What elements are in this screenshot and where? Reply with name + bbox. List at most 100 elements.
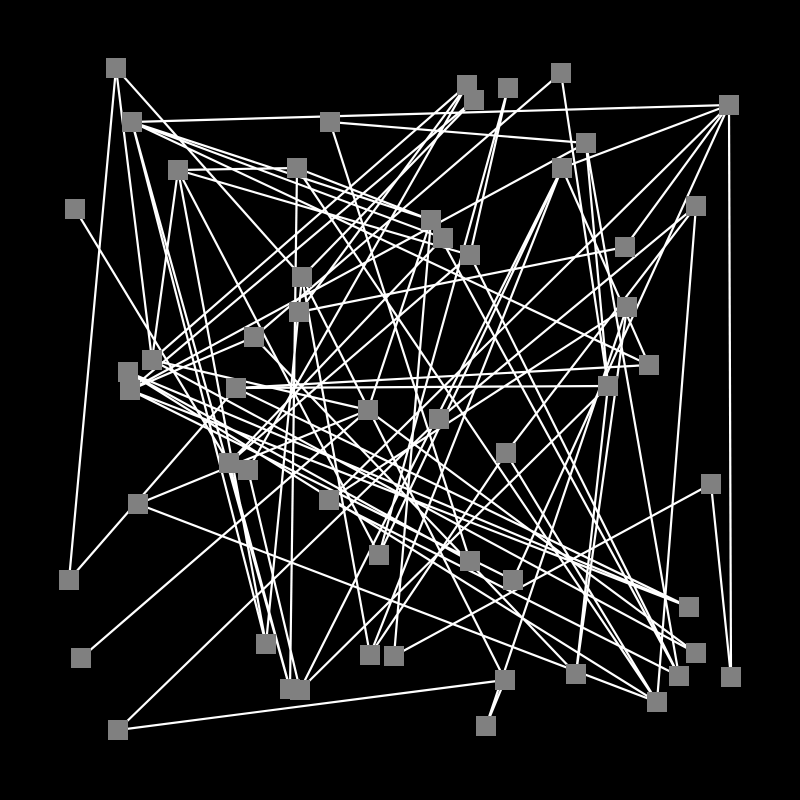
graph-node — [65, 199, 85, 219]
graph-node — [617, 297, 637, 317]
graph-node — [566, 664, 586, 684]
graph-node — [429, 409, 449, 429]
graph-node — [226, 378, 246, 398]
graph-edge — [130, 121, 268, 645]
graph-node — [503, 570, 523, 590]
graph-edge — [151, 84, 468, 361]
graph-node — [552, 158, 572, 178]
graph-edge — [367, 409, 697, 654]
graph-node — [120, 380, 140, 400]
graph-edge — [246, 469, 302, 691]
graph-edge — [393, 483, 712, 657]
graph-node — [219, 453, 239, 473]
graph-edge — [574, 306, 629, 675]
graph-edge — [235, 387, 690, 608]
graph-edge — [228, 237, 444, 464]
graph-node — [319, 490, 339, 510]
graph-edge — [235, 384, 609, 390]
graph-node — [369, 545, 389, 565]
graph-node — [679, 597, 699, 617]
graph-edge — [129, 99, 475, 391]
graph-node — [287, 158, 307, 178]
graph-edge — [115, 67, 303, 278]
graph-edge — [67, 67, 118, 581]
graph-node — [476, 716, 496, 736]
graph-node — [244, 327, 264, 347]
graph-edge — [117, 678, 506, 732]
graph-node — [719, 95, 739, 115]
graph-edge — [709, 483, 733, 678]
graph-edge — [176, 169, 268, 645]
graph-edge — [505, 205, 697, 454]
graph-node — [290, 680, 310, 700]
graph-edge — [114, 67, 154, 361]
graph-edge — [296, 167, 658, 703]
graph-edge — [129, 142, 587, 391]
graph-edge — [228, 254, 471, 464]
graph-edge — [150, 169, 180, 361]
graph-node — [721, 667, 741, 687]
graph-node — [128, 494, 148, 514]
graph-edge — [127, 371, 658, 703]
graph-node — [576, 133, 596, 153]
graph-node — [495, 670, 515, 690]
graph-edge — [131, 120, 432, 222]
graph-edge — [80, 409, 369, 659]
graph-edge — [151, 358, 369, 412]
graph-edge — [264, 276, 304, 645]
graph-node — [384, 646, 404, 666]
graph-node — [496, 443, 516, 463]
graph-edge — [561, 103, 730, 170]
graph-edge — [129, 389, 514, 581]
graph-edge — [235, 363, 650, 390]
graph-edge — [127, 370, 690, 609]
graph-edge — [227, 462, 292, 690]
graph-edge — [117, 418, 440, 731]
graph-node — [59, 570, 79, 590]
graph-edge — [328, 104, 730, 501]
graph-edge — [300, 276, 372, 656]
graph-node — [551, 63, 571, 83]
graph-edge — [329, 120, 587, 145]
graph-edge — [137, 408, 369, 506]
graph-edge — [288, 167, 299, 690]
graph-node — [106, 58, 126, 78]
graph-node — [460, 551, 480, 571]
graph-edge — [177, 166, 298, 172]
graph-node — [256, 634, 276, 654]
graph-node — [118, 362, 138, 382]
graph-edge — [430, 219, 680, 677]
graph-edge — [377, 87, 510, 556]
graph-node — [460, 245, 480, 265]
graph-node — [421, 210, 441, 230]
graph-node — [615, 237, 635, 257]
graph-edge — [301, 99, 475, 278]
graph-edge — [559, 72, 610, 387]
graph-node — [701, 474, 721, 494]
graph-node — [122, 112, 142, 132]
graph-node — [647, 692, 667, 712]
graph-edge — [468, 87, 510, 256]
graph-edge — [74, 208, 230, 464]
graph-edge — [727, 104, 733, 678]
graph-edge — [299, 385, 609, 691]
graph-edge — [328, 306, 628, 501]
graph-edge — [298, 245, 626, 314]
graph-node — [669, 666, 689, 686]
graph-node — [360, 645, 380, 665]
graph-node — [639, 355, 659, 375]
graph-edge — [131, 121, 650, 366]
graph-edge — [438, 205, 697, 420]
graph-edge — [584, 142, 681, 677]
graph-edge — [177, 168, 471, 257]
graph-node — [598, 376, 618, 396]
graph-edge — [129, 388, 690, 609]
graph-edge — [584, 142, 610, 387]
graph-edge — [560, 167, 651, 366]
graph-node — [433, 228, 453, 248]
graph-edge — [131, 103, 730, 124]
graph-edge — [505, 452, 658, 703]
node-layer — [59, 58, 741, 740]
graph-node — [292, 267, 312, 287]
